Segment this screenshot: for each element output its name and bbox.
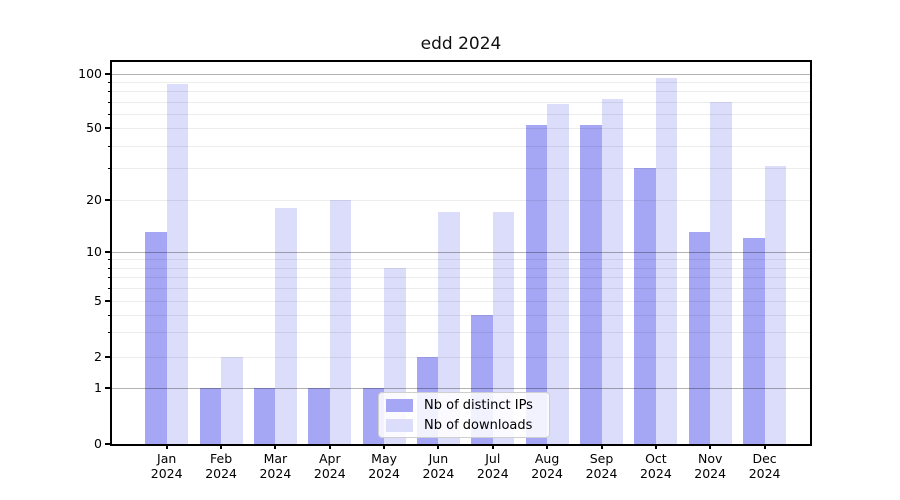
legend-label-downloads: Nb of downloads (424, 417, 533, 433)
y-minor-tick-mark-6 (108, 288, 112, 290)
bar-downloads-oct (655, 78, 678, 444)
y-minor-tick-mark-4 (108, 314, 112, 316)
y-tick-label-10: 10 (86, 244, 102, 259)
bar-distinct-ips-jan (145, 232, 167, 444)
y-tick-label-0: 0 (94, 436, 102, 451)
bar-distinct-ips-nov (688, 232, 711, 444)
bar-downloads-jul (492, 212, 515, 444)
y-tick-label-100: 100 (78, 66, 102, 81)
legend: Nb of distinct IPs Nb of downloads (378, 392, 550, 438)
gridline-minor-20 (112, 200, 810, 201)
x-tick-mark-nov (709, 444, 712, 449)
x-tick-label-dec: Dec 2024 (748, 451, 781, 481)
y-tick-label-5: 5 (94, 293, 102, 308)
x-tick-label-jun: Jun 2024 (422, 451, 455, 481)
bar-downloads-jun (438, 212, 460, 444)
y-tick-label-1: 1 (94, 380, 102, 395)
y-minor-tick-mark-3 (108, 332, 112, 334)
x-tick-label-nov: Nov 2024 (694, 451, 727, 481)
y-minor-tick-mark-50 (108, 128, 112, 129)
y-tick-label-2: 2 (94, 349, 102, 364)
legend-label-distinct-ips: Nb of distinct IPs (424, 397, 533, 413)
x-tick-mark-jul (491, 444, 494, 449)
y-minor-tick-mark-5 (108, 301, 112, 302)
x-tick-mark-mar (274, 444, 277, 449)
y-tick-mark-1 (105, 387, 112, 389)
y-minor-tick-mark-9 (108, 259, 112, 261)
x-tick-label-sep: Sep 2024 (585, 451, 618, 481)
y-minor-tick-mark-30 (108, 168, 112, 170)
y-minor-tick-mark-20 (108, 200, 112, 201)
legend-item-distinct-ips: Nb of distinct IPs (386, 397, 543, 413)
x-tick-label-apr: Apr 2024 (313, 451, 346, 481)
bar-distinct-ips-sep (580, 124, 602, 444)
x-tick-mark-jun (437, 444, 440, 449)
x-tick-label-oct: Oct 2024 (639, 451, 672, 481)
gridline-major-100 (112, 74, 810, 75)
y-minor-tick-mark-70 (108, 101, 112, 103)
bar-distinct-ips-feb (199, 388, 222, 444)
gridline-minor-30 (112, 168, 810, 170)
bar-downloads-aug (547, 104, 569, 444)
bar-downloads-mar (275, 207, 297, 444)
y-minor-tick-mark-90 (108, 82, 112, 84)
y-minor-tick-mark-80 (108, 91, 112, 93)
bar-downloads-apr (329, 200, 352, 444)
y-tick-label-20: 20 (86, 192, 102, 207)
x-tick-mark-aug (546, 444, 549, 449)
bar-distinct-ips-oct (634, 168, 656, 444)
y-minor-tick-mark-40 (108, 145, 112, 147)
y-minor-tick-mark-2 (108, 357, 112, 358)
gridline-minor-80 (112, 91, 810, 93)
bar-distinct-ips-dec (743, 238, 765, 444)
chart-title: edd 2024 (420, 34, 502, 54)
x-tick-mark-dec (763, 444, 766, 449)
bar-downloads-nov (710, 101, 732, 444)
y-tick-mark-0 (105, 443, 112, 445)
x-tick-label-jul: Jul 2024 (476, 451, 509, 481)
x-tick-mark-oct (654, 444, 657, 449)
x-tick-mark-jan (165, 444, 168, 449)
x-tick-mark-sep (600, 444, 603, 449)
plot-area (110, 60, 812, 446)
gridline-minor-90 (112, 82, 810, 84)
bar-downloads-dec (764, 165, 787, 444)
y-minor-tick-mark-8 (108, 267, 112, 269)
y-minor-tick-mark-60 (108, 113, 112, 115)
x-tick-label-feb: Feb 2024 (205, 451, 237, 481)
x-tick-label-aug: Aug 2024 (531, 451, 563, 481)
bar-downloads-jan (166, 84, 189, 444)
gridline-minor-50 (112, 128, 810, 129)
bar-downloads-sep (601, 98, 623, 444)
y-minor-tick-mark-7 (108, 277, 112, 279)
x-tick-mark-feb (220, 444, 223, 449)
y-tick-label-50: 50 (86, 120, 102, 135)
gridline-minor-60 (112, 113, 810, 115)
legend-swatch-downloads (386, 418, 413, 432)
x-tick-label-mar: Mar 2024 (259, 451, 292, 481)
y-tick-mark-10 (105, 251, 112, 253)
legend-item-downloads: Nb of downloads (386, 417, 543, 433)
gridline-minor-40 (112, 145, 810, 147)
gridline-minor-70 (112, 101, 810, 103)
legend-swatch-distinct-ips (386, 398, 413, 412)
y-tick-mark-100 (105, 73, 112, 75)
x-tick-label-jan: Jan 2024 (150, 451, 183, 481)
bar-downloads-feb (221, 357, 243, 444)
x-tick-mark-may (383, 444, 386, 449)
x-tick-label-may: May 2024 (368, 451, 400, 481)
x-tick-mark-apr (328, 444, 331, 449)
bar-distinct-ips-apr (308, 388, 330, 444)
bar-distinct-ips-mar (253, 388, 276, 444)
bar-distinct-ips-aug (525, 124, 548, 444)
